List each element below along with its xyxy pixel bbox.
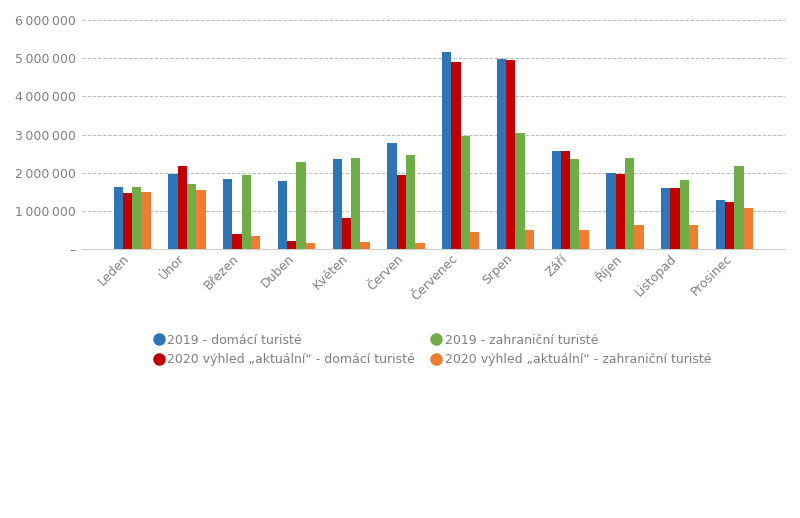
Bar — [515, 134, 525, 249]
Bar — [634, 225, 643, 249]
Bar — [406, 155, 415, 249]
Bar — [461, 136, 470, 249]
Bar — [670, 188, 680, 249]
Bar — [387, 143, 397, 249]
Bar — [306, 242, 315, 249]
Bar — [232, 234, 242, 249]
Bar — [561, 151, 570, 249]
Bar — [551, 151, 561, 249]
Bar — [744, 208, 753, 249]
Bar — [187, 184, 196, 249]
Bar — [442, 52, 451, 249]
Legend: 2019 - domácí turisté, 2020 výhled „aktuální“ - domácí turisté, 2019 - zahraničn: 2019 - domácí turisté, 2020 výhled „aktu… — [150, 329, 716, 371]
Bar — [242, 176, 251, 249]
Bar — [725, 202, 734, 249]
Bar — [196, 190, 206, 249]
Bar — [342, 218, 351, 249]
Bar — [625, 159, 634, 249]
Bar — [223, 179, 232, 249]
Bar — [716, 200, 725, 249]
Bar — [361, 242, 370, 249]
Bar — [451, 62, 461, 249]
Bar — [132, 186, 142, 249]
Bar — [397, 175, 406, 249]
Bar — [278, 181, 287, 249]
Bar — [506, 60, 515, 249]
Bar — [470, 232, 479, 249]
Bar — [525, 231, 534, 249]
Bar — [497, 59, 506, 249]
Bar — [178, 166, 187, 249]
Bar — [689, 225, 698, 249]
Bar — [570, 159, 579, 249]
Bar — [415, 243, 425, 249]
Bar — [287, 241, 296, 249]
Bar — [251, 236, 260, 249]
Bar — [661, 188, 670, 249]
Bar — [615, 174, 625, 249]
Bar — [296, 162, 306, 249]
Bar — [114, 188, 123, 249]
Bar — [606, 173, 615, 249]
Bar — [333, 160, 342, 249]
Bar — [579, 231, 589, 249]
Bar — [734, 166, 744, 249]
Bar — [123, 193, 132, 249]
Bar — [142, 192, 150, 249]
Bar — [168, 174, 178, 249]
Bar — [680, 180, 689, 249]
Bar — [351, 158, 361, 249]
